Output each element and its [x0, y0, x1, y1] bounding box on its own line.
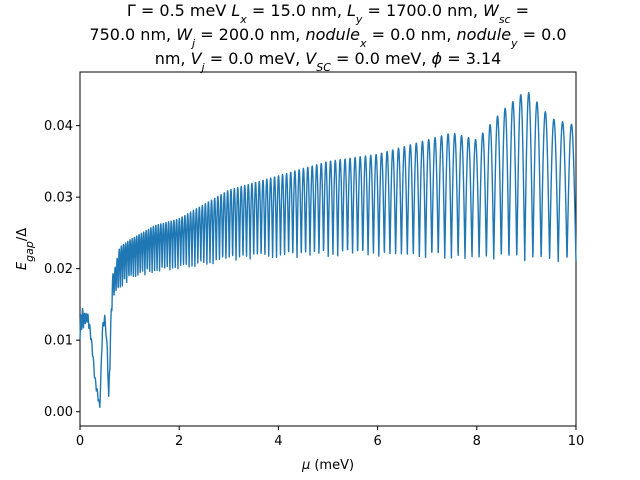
- y-tick-label: 0.01: [44, 334, 73, 349]
- series-line: [79, 91, 577, 408]
- chart-title: Γ = 0.5 meV Lx = 15.0 nm, Ly = 1700.0 nm…: [89, 1, 566, 74]
- x-axis-label: μ (meV): [301, 458, 354, 473]
- x-tick-label: 8: [473, 434, 481, 449]
- x-tick-label: 2: [175, 434, 183, 449]
- x-axis-ticks: 0 2 4 6 8 10: [76, 426, 584, 449]
- x-axis-label-text: μ (meV): [301, 458, 354, 473]
- y-tick-label: 0.02: [44, 262, 73, 277]
- y-tick-label: 0.04: [44, 119, 73, 134]
- y-axis-label: Egap/Δ: [15, 228, 36, 270]
- y-axis-label-text: Egap/Δ: [15, 228, 36, 270]
- title-line-1: Γ = 0.5 meV Lx = 15.0 nm, Ly = 1700.0 nm…: [127, 1, 529, 26]
- title-line-3: nm, Vj = 0.0 meV, VSC = 0.0 meV, ϕ = 3.1…: [155, 49, 502, 74]
- x-tick-label: 6: [373, 434, 381, 449]
- plot-area: [79, 71, 577, 427]
- x-tick-label: 10: [568, 434, 585, 449]
- x-tick-label: 0: [76, 434, 84, 449]
- y-tick-label: 0.03: [44, 191, 73, 206]
- title-line-2: 750.0 nm, Wj = 200.0 nm, nodulex = 0.0 n…: [89, 25, 566, 50]
- y-tick-label: 0.00: [44, 405, 73, 420]
- x-tick-label: 4: [274, 434, 282, 449]
- y-axis-ticks: 0.00 0.01 0.02 0.03 0.04: [44, 119, 80, 420]
